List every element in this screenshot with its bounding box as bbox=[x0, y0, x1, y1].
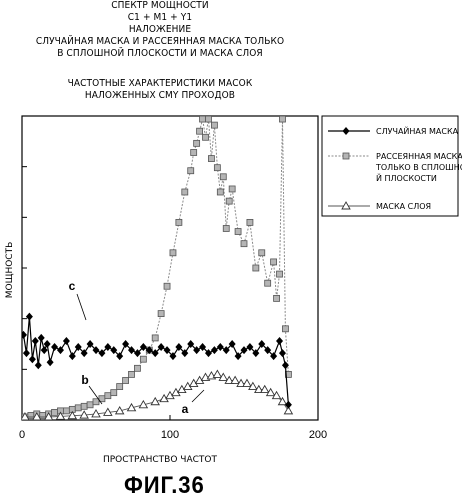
x-axis-label: ПРОСТРАНСТВО ЧАСТОТ bbox=[103, 455, 218, 465]
data-point bbox=[182, 189, 188, 195]
data-point bbox=[276, 337, 283, 345]
data-point bbox=[277, 271, 283, 277]
data-point bbox=[211, 122, 217, 128]
figure-label: ФИГ.36 bbox=[124, 472, 205, 500]
data-point bbox=[274, 295, 280, 301]
data-point bbox=[29, 355, 36, 363]
data-point bbox=[191, 149, 197, 155]
data-point bbox=[38, 334, 45, 342]
legend-label: МАСКА СЛОЯ bbox=[376, 202, 431, 211]
legend-marker bbox=[343, 153, 349, 159]
annotation-label: b bbox=[81, 373, 88, 387]
series-1 bbox=[20, 313, 292, 409]
data-point bbox=[229, 186, 235, 192]
data-point bbox=[93, 399, 99, 405]
annotation-leader bbox=[77, 294, 86, 320]
annotation-label: a bbox=[182, 402, 189, 416]
data-point bbox=[75, 405, 81, 411]
data-point bbox=[134, 365, 140, 371]
data-point bbox=[279, 349, 286, 357]
data-point bbox=[226, 198, 232, 204]
data-point bbox=[231, 376, 239, 383]
data-point bbox=[217, 343, 224, 351]
data-point bbox=[35, 361, 42, 369]
data-point bbox=[51, 343, 58, 351]
data-point bbox=[205, 116, 211, 122]
data-point bbox=[213, 370, 221, 377]
data-point bbox=[223, 225, 229, 231]
data-point bbox=[282, 326, 288, 332]
data-point bbox=[265, 280, 271, 286]
data-point bbox=[47, 358, 54, 366]
data-point bbox=[140, 356, 146, 362]
data-point bbox=[158, 311, 164, 317]
data-point bbox=[105, 393, 111, 399]
data-point bbox=[164, 283, 170, 289]
data-point bbox=[188, 168, 194, 174]
data-point bbox=[28, 412, 34, 418]
data-point bbox=[63, 408, 69, 414]
data-point bbox=[32, 337, 39, 345]
x-tick-label: 0 bbox=[19, 429, 25, 441]
data-point bbox=[117, 384, 123, 390]
x-tick-label: 200 bbox=[309, 429, 327, 441]
data-point bbox=[211, 346, 218, 354]
data-point bbox=[279, 116, 285, 122]
data-point bbox=[271, 259, 277, 265]
data-point bbox=[152, 335, 158, 341]
data-point bbox=[200, 116, 206, 122]
data-point bbox=[235, 229, 241, 235]
legend-label-line: РАССЕЯННАЯ МАСКА bbox=[376, 152, 462, 161]
data-point bbox=[111, 390, 117, 396]
data-point bbox=[87, 402, 93, 408]
data-point bbox=[123, 377, 129, 383]
series-line bbox=[24, 317, 289, 405]
legend: СЛУЧАЙНАЯ МАСКА РАССЕЯННАЯ МАСКА ТОЛЬКО В … bbox=[322, 116, 462, 216]
data-point bbox=[20, 331, 27, 339]
data-point bbox=[259, 250, 265, 256]
data-point bbox=[217, 189, 223, 195]
data-point bbox=[253, 265, 259, 271]
series-line bbox=[25, 119, 288, 417]
annotation-label: c bbox=[69, 279, 76, 293]
data-point bbox=[40, 412, 46, 418]
x-tick-label: 100 bbox=[161, 429, 179, 441]
data-point bbox=[241, 241, 247, 247]
data-point bbox=[197, 128, 203, 134]
data-point bbox=[243, 380, 251, 387]
data-point bbox=[176, 219, 182, 225]
plot-area: 0 100 200 ПРОСТРАНСТВО ЧАСТОТ МОЩНОСТЬ c b a bbox=[5, 116, 327, 465]
data-point bbox=[23, 349, 30, 357]
y-axis-label: МОЩНОСТЬ bbox=[5, 242, 15, 299]
data-point bbox=[247, 219, 253, 225]
data-point bbox=[52, 409, 58, 415]
data-point bbox=[214, 165, 220, 171]
chart-svg: 0 100 200 ПРОСТРАНСТВО ЧАСТОТ МОЩНОСТЬ c b a СЛ… bbox=[0, 0, 462, 470]
annotation-leader bbox=[192, 390, 204, 402]
data-point bbox=[26, 313, 33, 321]
data-point bbox=[170, 250, 176, 256]
data-point bbox=[220, 174, 226, 180]
data-point bbox=[203, 134, 209, 140]
legend-label: СЛУЧАЙНАЯ МАСКА bbox=[376, 125, 459, 136]
series-2 bbox=[22, 116, 291, 420]
data-point bbox=[208, 156, 214, 162]
data-point bbox=[129, 371, 135, 377]
data-point bbox=[194, 140, 200, 146]
legend-label-line: ТОЛЬКО В СПЛОШНО bbox=[375, 163, 462, 172]
legend-label-line: Й ПЛОСКОСТИ bbox=[376, 172, 437, 183]
data-point bbox=[261, 386, 269, 393]
data-point bbox=[81, 403, 87, 409]
